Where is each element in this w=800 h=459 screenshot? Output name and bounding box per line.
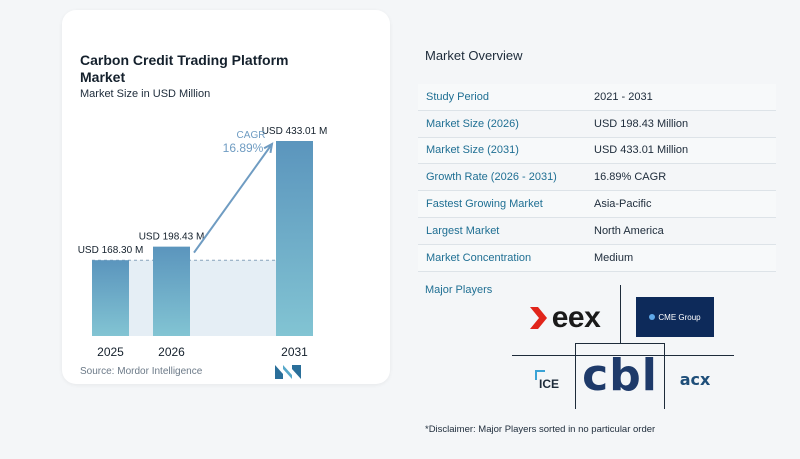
ice-logo-text: ICE bbox=[539, 377, 560, 391]
chart-title: Carbon Credit Trading Platform Market bbox=[80, 52, 289, 85]
overview-title: Market Overview bbox=[425, 48, 523, 63]
overview-row: Fastest Growing Market Asia-Pacific bbox=[418, 191, 776, 218]
data-label-2025: USD 168.30 M bbox=[78, 245, 144, 256]
cbl-logo-text: cbl bbox=[582, 350, 658, 401]
x-tick-2026: 2026 bbox=[158, 345, 185, 359]
row-value: 2021 - 2031 bbox=[594, 90, 653, 103]
divider bbox=[575, 343, 576, 409]
mordor-logo-icon bbox=[275, 365, 301, 379]
chart-card: Carbon Credit Trading Platform Market Ma… bbox=[62, 10, 390, 384]
row-label: Market Size (2026) bbox=[426, 117, 519, 130]
cme-globe-icon bbox=[649, 314, 656, 320]
source-note: Source: Mordor Intelligence bbox=[80, 366, 203, 377]
overview-row: Market Concentration Medium bbox=[418, 244, 776, 272]
row-label: Study Period bbox=[426, 90, 489, 103]
eex-logo: eex bbox=[517, 300, 611, 336]
ice-logo: ICE bbox=[533, 368, 563, 394]
row-value: North America bbox=[594, 224, 664, 237]
cagr-arrow-head bbox=[263, 142, 274, 154]
row-label: Largest Market bbox=[426, 224, 500, 237]
x-tick-2025: 2025 bbox=[97, 345, 124, 359]
row-value: USD 433.01 Million bbox=[594, 144, 689, 157]
overview-row: Market Size (2026) USD 198.43 Million bbox=[418, 111, 776, 138]
x-tick-2031: 2031 bbox=[281, 345, 308, 359]
cagr-value: 16.89% bbox=[223, 141, 264, 155]
row-label: Growth Rate (2026 - 2031) bbox=[426, 171, 557, 184]
bar-2026 bbox=[153, 246, 190, 336]
chart-subtitle: Market Size in USD Million bbox=[80, 88, 211, 100]
divider bbox=[575, 343, 665, 344]
row-label: Market Size (2031) bbox=[426, 144, 519, 157]
cme-logo-text: CME Group bbox=[658, 312, 701, 322]
overview-row: Study Period 2021 - 2031 bbox=[418, 84, 776, 111]
row-value: Medium bbox=[594, 251, 634, 264]
overview-row: Largest Market North America bbox=[418, 218, 776, 245]
acx-logo-text: acx bbox=[679, 370, 711, 389]
cbl-logo: cbl bbox=[578, 346, 662, 406]
bar-2031 bbox=[276, 141, 313, 336]
row-value: 16.89% CAGR bbox=[594, 171, 667, 184]
row-value: USD 198.43 Million bbox=[594, 117, 689, 130]
bar-chart: USD 168.30 M 2025 USD 198.43 M 2026 USD 433.… bbox=[78, 126, 328, 359]
cagr-label: CAGR bbox=[237, 130, 266, 141]
divider bbox=[664, 343, 665, 409]
row-value: Asia-Pacific bbox=[594, 198, 652, 211]
cagr-arrow bbox=[193, 143, 273, 254]
data-label-2031: USD 433.01 M bbox=[262, 126, 328, 137]
bar-2025 bbox=[92, 260, 129, 336]
row-label: Fastest Growing Market bbox=[426, 198, 543, 211]
divider bbox=[512, 355, 734, 356]
disclaimer-note: *Disclaimer: Major Players sorted in no … bbox=[425, 424, 656, 435]
overview-table: Study Period 2021 - 2031 Market Size (202… bbox=[418, 84, 776, 272]
divider bbox=[620, 285, 621, 343]
overview-row: Market Size (2031) USD 433.01 Million bbox=[418, 137, 776, 165]
cme-group-logo: CME Group bbox=[636, 297, 714, 337]
major-players-title: Major Players bbox=[425, 284, 493, 296]
acx-logo: acx bbox=[674, 368, 716, 392]
row-label: Market Concentration bbox=[426, 251, 532, 264]
data-label-2026: USD 198.43 M bbox=[139, 232, 205, 243]
ice-bracket-icon bbox=[535, 370, 545, 380]
overview-row: Growth Rate (2026 - 2031) 16.89% CAGR bbox=[418, 164, 776, 192]
eex-chevron-icon bbox=[529, 307, 547, 329]
eex-logo-text: eex bbox=[551, 301, 601, 334]
